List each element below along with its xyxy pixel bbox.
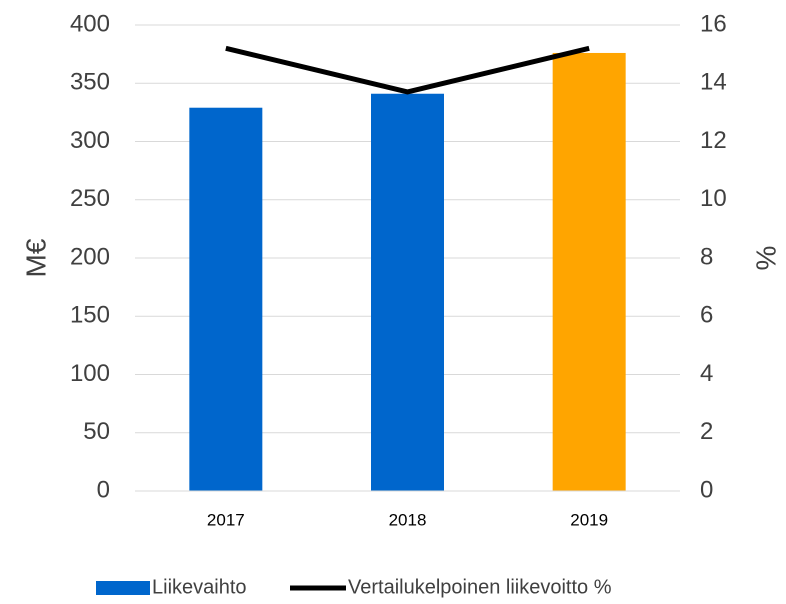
y2-tick-label: 8 [700, 243, 713, 270]
bar [552, 52, 626, 492]
y2-axis-label: % [750, 246, 781, 271]
x-tick-label: 2018 [389, 510, 427, 529]
x-tick-label: 2017 [207, 510, 245, 529]
y2-tick-label: 10 [700, 185, 727, 212]
y2-tick-label: 4 [700, 360, 713, 387]
y-tick-label: 100 [70, 360, 110, 387]
y2-tick-label: 12 [700, 127, 727, 154]
x-tick-label: 2019 [570, 510, 608, 529]
legend-label: Vertailukelpoinen liikevoitto % [348, 576, 612, 598]
y-tick-label: 200 [70, 243, 110, 270]
y-tick-label: 300 [70, 127, 110, 154]
y-axis-label: M€ [20, 238, 51, 277]
y2-tick-label: 6 [700, 302, 713, 329]
bar [189, 107, 263, 491]
y2-tick-label: 14 [700, 69, 727, 96]
y-tick-label: 150 [70, 302, 110, 329]
y-tick-label: 400 [70, 10, 110, 37]
y-tick-label: 50 [83, 418, 110, 445]
legend-swatch [96, 581, 150, 595]
line [225, 45, 590, 95]
y-tick-label: 250 [70, 185, 110, 212]
y2-tick-label: 16 [700, 10, 727, 37]
legend-label: Liikevaihto [152, 576, 247, 598]
y-tick-label: 350 [70, 69, 110, 96]
y2-tick-label: 0 [700, 476, 713, 503]
y-tick-label: 0 [97, 476, 110, 503]
y2-tick-label: 2 [700, 418, 713, 445]
bar [371, 93, 444, 492]
